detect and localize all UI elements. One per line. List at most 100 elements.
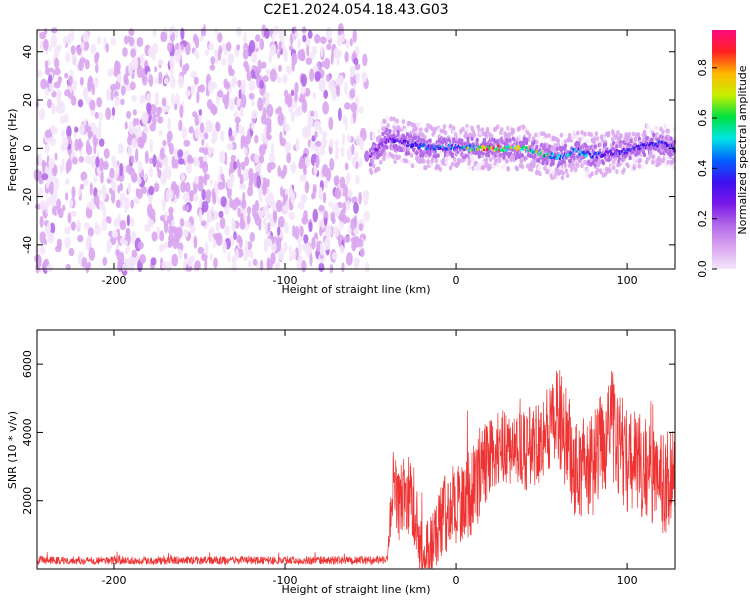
heatmap-cell bbox=[634, 162, 639, 168]
heatmap-cell bbox=[152, 154, 157, 168]
heatmap-cell bbox=[312, 188, 317, 199]
heatmap-cell bbox=[213, 49, 219, 57]
heatmap-cell bbox=[210, 56, 216, 65]
heatmap-cell bbox=[62, 136, 69, 150]
heatmap-cell bbox=[251, 122, 255, 131]
heatmap-cell bbox=[66, 125, 72, 139]
heatmap-cell bbox=[239, 107, 244, 118]
heatmap-cell bbox=[305, 37, 311, 48]
heatmap-cell bbox=[346, 252, 353, 266]
heatmap-cell bbox=[504, 133, 508, 139]
heatmap-cell bbox=[672, 135, 677, 141]
heatmap-cell bbox=[467, 164, 471, 170]
heatmap-cell bbox=[322, 192, 327, 204]
heatmap-cell bbox=[238, 124, 243, 135]
heatmap-cell bbox=[259, 259, 264, 271]
heatmap-cell bbox=[54, 67, 61, 76]
snr-y-label: SNR (10 * v/v) bbox=[6, 411, 19, 489]
heatmap-cell bbox=[262, 107, 267, 119]
heatmap-cell bbox=[97, 36, 101, 45]
heatmap-cell bbox=[627, 131, 631, 137]
heatmap-cell bbox=[369, 170, 374, 176]
heatmap-cell bbox=[643, 152, 647, 158]
heatmap-cell bbox=[556, 138, 561, 144]
heatmap-cell bbox=[433, 126, 438, 132]
heatmap-cell bbox=[87, 261, 91, 270]
heatmap-cell bbox=[206, 211, 213, 224]
heatmap-cell bbox=[318, 262, 325, 272]
heatmap-cell bbox=[136, 188, 143, 199]
heatmap-cell bbox=[487, 152, 491, 158]
heatmap-cell bbox=[288, 185, 293, 198]
heatmap-cell bbox=[69, 199, 74, 207]
heatmap-cell bbox=[119, 162, 124, 177]
heatmap-cell bbox=[39, 200, 47, 212]
heatmap-cell bbox=[196, 90, 200, 104]
heatmap-cell bbox=[319, 226, 323, 237]
heatmap-cell bbox=[39, 31, 47, 40]
heatmap-cell bbox=[460, 138, 464, 143]
heatmap-cell bbox=[60, 164, 63, 174]
heatmap-cell bbox=[277, 165, 282, 177]
heatmap-cell bbox=[44, 60, 49, 70]
heatmap-cell bbox=[537, 165, 541, 171]
y-tick-label: 20 bbox=[21, 93, 34, 107]
spectrogram-y-label: Frequency (Hz) bbox=[6, 109, 19, 192]
heatmap-cell bbox=[216, 90, 224, 98]
heatmap-cell bbox=[130, 230, 137, 245]
heatmap-cell bbox=[200, 220, 207, 227]
heatmap-cell bbox=[386, 123, 390, 129]
heatmap-cell bbox=[56, 198, 61, 209]
heatmap-cell bbox=[124, 240, 128, 247]
heatmap-cell bbox=[270, 243, 277, 252]
heatmap-cell bbox=[164, 155, 169, 169]
heatmap-cell bbox=[185, 181, 191, 193]
heatmap-cell bbox=[161, 260, 167, 271]
heatmap-cell bbox=[301, 99, 308, 114]
heatmap-cell bbox=[282, 74, 288, 85]
x-tick-label: 100 bbox=[617, 574, 638, 587]
heatmap-cell bbox=[349, 38, 353, 47]
heatmap-cell bbox=[262, 75, 269, 83]
heatmap-cell bbox=[79, 124, 85, 136]
heatmap-cell bbox=[211, 105, 218, 115]
heatmap-cell bbox=[180, 173, 186, 181]
heatmap-cell bbox=[220, 196, 227, 208]
heatmap-cell bbox=[110, 38, 117, 46]
heatmap-cell bbox=[349, 88, 356, 99]
heatmap-cell bbox=[553, 143, 558, 148]
heatmap-cell bbox=[325, 74, 331, 82]
heatmap-cell bbox=[267, 222, 271, 233]
heatmap-cell bbox=[168, 233, 175, 244]
heatmap-cell bbox=[309, 253, 313, 267]
heatmap-cell bbox=[342, 114, 348, 125]
heatmap-cell bbox=[178, 119, 183, 132]
heatmap-cell bbox=[527, 132, 532, 138]
heatmap-cell bbox=[74, 126, 79, 133]
heatmap-cell bbox=[244, 156, 250, 167]
heatmap-cell bbox=[309, 68, 315, 82]
heatmap-cell bbox=[310, 110, 315, 117]
heatmap-cell bbox=[321, 60, 326, 68]
heatmap-cell bbox=[169, 190, 174, 200]
heatmap-cell bbox=[131, 249, 137, 258]
heatmap-cell bbox=[226, 143, 234, 151]
heatmap-cell bbox=[203, 132, 209, 140]
heatmap-cell bbox=[198, 208, 203, 223]
heatmap-cell bbox=[355, 135, 362, 146]
heatmap-cell bbox=[334, 139, 339, 147]
heatmap-cell bbox=[381, 131, 385, 137]
heatmap-cell bbox=[64, 236, 71, 249]
heatmap-cell bbox=[500, 127, 504, 132]
heatmap-cell bbox=[235, 248, 239, 261]
heatmap-cell bbox=[246, 214, 251, 225]
heatmap-cell bbox=[633, 136, 638, 142]
heatmap-cell bbox=[149, 166, 153, 178]
heatmap-cell bbox=[239, 220, 246, 230]
heatmap-cell bbox=[288, 211, 296, 221]
heatmap-cell bbox=[102, 206, 107, 220]
heatmap-cell bbox=[353, 257, 360, 266]
heatmap-cell bbox=[353, 214, 358, 229]
heatmap-cell bbox=[45, 129, 51, 139]
